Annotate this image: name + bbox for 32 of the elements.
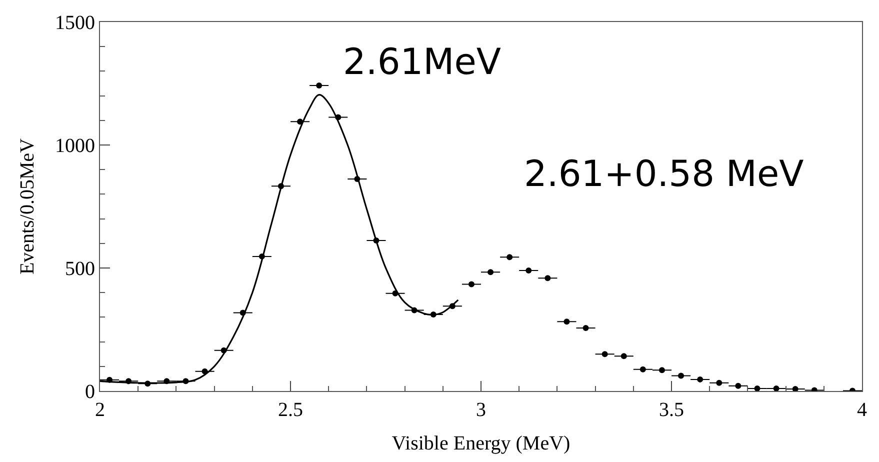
annotation: 2.61MeV <box>343 42 502 83</box>
point <box>526 267 532 274</box>
point <box>716 380 722 386</box>
x-tick-label: 4 <box>857 399 867 421</box>
point <box>488 269 494 276</box>
point <box>316 82 322 88</box>
x-tick-label: 2 <box>95 399 105 421</box>
annotation: 2.61+0.58 MeV <box>524 154 804 195</box>
x-axis-title: Visible Energy (MeV) <box>392 432 570 454</box>
y-tick-label: 500 <box>65 258 95 280</box>
point <box>602 351 608 358</box>
y-tick-label: 1000 <box>55 135 95 157</box>
point <box>754 386 760 391</box>
point <box>506 254 513 260</box>
point <box>544 275 551 282</box>
point <box>792 386 798 391</box>
point <box>697 376 704 382</box>
point <box>564 318 570 325</box>
point <box>678 372 684 379</box>
y-axis-title: Events/0.05MeV <box>16 138 38 275</box>
y-tick-label: 0 <box>85 381 95 403</box>
point <box>620 353 627 360</box>
x-tick-label: 3 <box>476 399 486 421</box>
point <box>468 281 474 288</box>
y-tick-label: 1500 <box>55 12 95 34</box>
point <box>640 366 646 372</box>
point <box>773 386 780 391</box>
x-tick-label: 2.5 <box>278 399 303 421</box>
x-tick-label: 3.5 <box>659 399 684 421</box>
point <box>582 325 589 332</box>
point <box>658 367 665 374</box>
point <box>735 382 742 389</box>
